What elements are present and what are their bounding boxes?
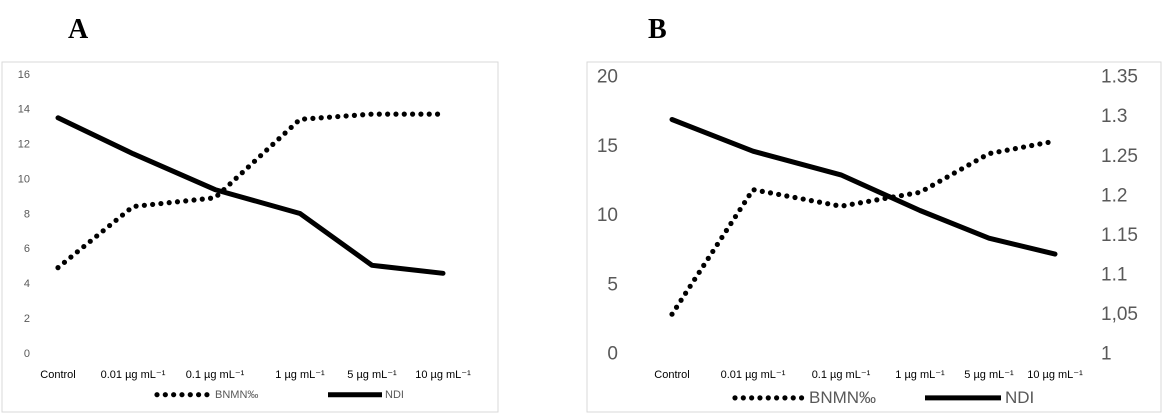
y-right-tick-label: 1.1 — [1101, 265, 1127, 286]
legend-label-bnmn: BNMN‰ — [809, 388, 876, 407]
x-category-label: 1 µg mL⁻¹ — [895, 369, 945, 381]
y-right-tick-label: 1.35 — [1101, 67, 1138, 88]
y-left-tick-label: 10 — [597, 205, 618, 226]
y-left-tick-label: 4 — [24, 278, 30, 290]
x-category-label: 5 µg mL⁻¹ — [964, 369, 1014, 381]
x-category-label: 1 µg mL⁻¹ — [275, 369, 325, 381]
y-right-tick-label: 1.3 — [1101, 106, 1127, 127]
y-left-tick-label: 20 — [597, 67, 618, 88]
x-category-label: 10 µg mL⁻¹ — [415, 369, 471, 381]
y-left-tick-label: 14 — [18, 104, 30, 116]
panel-label-b: B — [648, 14, 667, 45]
legend-label-ndi: NDI — [1005, 388, 1034, 407]
y-right-tick-label: 1.15 — [1101, 225, 1138, 246]
y-right-tick-label: 1.2 — [1101, 185, 1127, 206]
x-category-label: 0.01 µg mL⁻¹ — [101, 369, 166, 381]
x-category-label: 0.1 µg mL⁻¹ — [186, 369, 245, 381]
series-line-ndi — [55, 115, 446, 276]
y-left-tick-label: 6 — [24, 243, 30, 255]
x-category-label: Control — [40, 369, 75, 381]
y-left-tick-label: 0 — [607, 344, 618, 365]
chart-b: 0 5 10 15 20 1 1,05 1.1 1.15 1.2 1.25 1.3 1.35 Contro… — [586, 61, 1162, 413]
y-right-tick-label: 1 — [1101, 344, 1112, 365]
y-left-tick-label: 5 — [607, 274, 618, 295]
x-category-label: 0.1 µg mL⁻¹ — [812, 369, 871, 381]
y-left-tick-label: 16 — [18, 69, 30, 81]
series-line-bnmn — [55, 111, 446, 271]
x-category-label: 10 µg mL⁻¹ — [1027, 369, 1083, 381]
series-line-ndi — [669, 117, 1058, 257]
legend-label-ndi: NDI — [385, 389, 404, 401]
x-category-label: Control — [654, 369, 689, 381]
y-right-tick-label: 1,05 — [1101, 304, 1138, 325]
y-left-tick-label: 12 — [18, 139, 30, 151]
y-left-tick-label: 2 — [24, 313, 30, 325]
legend-label-bnmn: BNMN‰ — [215, 389, 258, 401]
series-line-bnmn — [669, 138, 1058, 317]
chart-b-frame — [586, 61, 1162, 413]
chart-a-frame — [1, 61, 499, 413]
x-category-label: 5 µg mL⁻¹ — [347, 369, 397, 381]
y-left-tick-label: 10 — [18, 173, 30, 185]
y-left-tick-label: 15 — [597, 136, 618, 157]
y-left-tick-label: 8 — [24, 208, 30, 220]
y-left-tick-label: 0 — [24, 348, 30, 360]
x-category-label: 0.01 µg mL⁻¹ — [721, 369, 786, 381]
chart-a: 02468101214161,051,11,151,21,251,31,351,… — [1, 61, 499, 413]
panel-label-a: A — [68, 14, 89, 45]
y-right-tick-label: 1.25 — [1101, 146, 1138, 167]
